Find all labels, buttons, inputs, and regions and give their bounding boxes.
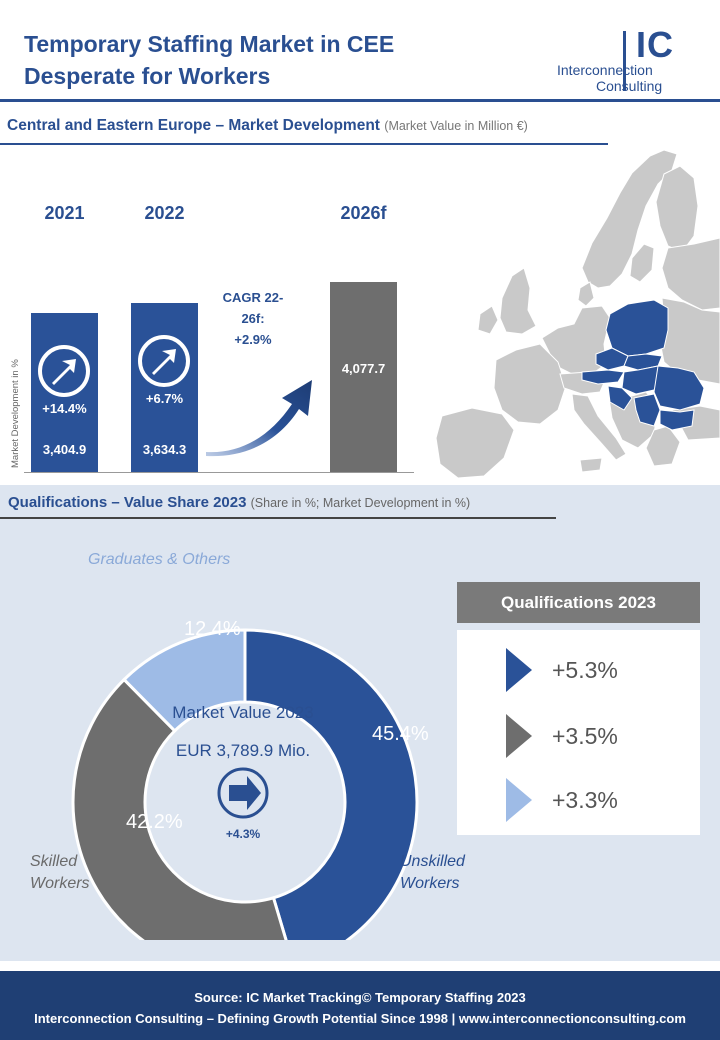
growth-row-unskilled: +5.3% bbox=[457, 648, 700, 692]
center-growth: +4.3% bbox=[226, 827, 261, 841]
growth-arrow-icon bbox=[138, 335, 190, 387]
growth-value: +3.5% bbox=[552, 723, 618, 749]
cagr-value: +2.9% bbox=[234, 332, 272, 347]
logo-divider bbox=[623, 31, 626, 91]
growth-label: +6.7% bbox=[145, 391, 184, 406]
qualifications-donut-chart: 45.4% 42.2% 12.4% Market Value 2023 EUR 3,78… bbox=[71, 618, 429, 940]
logo-mark: IC bbox=[636, 24, 674, 65]
growth-row-graduates: +3.3% bbox=[457, 778, 700, 822]
footer-source: Source: IC Market Tracking© Temporary St… bbox=[194, 990, 526, 1005]
x-axis-line bbox=[24, 472, 414, 473]
year-label: 2026f bbox=[340, 203, 387, 223]
market-subtitle: (Market Value in Million €) bbox=[384, 119, 528, 133]
unskilled-label-line2: Workers bbox=[400, 875, 460, 892]
growth-arrow-icon bbox=[38, 345, 90, 397]
bar-2021: +14.4% 3,404.9 bbox=[31, 313, 98, 472]
cagr-title: CAGR 22-26f: bbox=[222, 290, 284, 326]
triangle-right-icon bbox=[506, 648, 532, 692]
growth-panel-title: Qualifications 2023 bbox=[457, 582, 700, 623]
qualifications-subtitle: (Share in %; Market Development in %) bbox=[250, 496, 471, 510]
growth-value: +5.3% bbox=[552, 657, 618, 683]
qualifications-title-text: Qualifications – Value Share 2023 bbox=[8, 494, 247, 511]
graduates-label: Graduates & Others bbox=[88, 549, 230, 571]
triangle-right-icon bbox=[506, 778, 532, 822]
bar-2026f: 4,077.7 bbox=[330, 282, 397, 472]
bar-2022: +6.7% 3,634.3 bbox=[131, 303, 198, 472]
market-bar-chart: +14.4% 3,404.9 2021 +6.7% 3,634.3 2022 4,077.7… bbox=[0, 0, 432, 485]
market-section-title: Central and Eastern Europe – Market Deve… bbox=[7, 117, 528, 135]
growth-arrow-icon bbox=[217, 767, 269, 819]
bar-value-label: 3,634.3 bbox=[142, 442, 187, 457]
center-value: EUR 3,789.9 Mio. bbox=[176, 741, 310, 760]
year-label: 2022 bbox=[144, 203, 185, 223]
header-rule bbox=[0, 99, 720, 102]
graduates-label-line1: Graduates & Others bbox=[88, 551, 231, 568]
donut-slice bbox=[122, 628, 247, 733]
page-title-line1: Temporary Staffing Market in CEE bbox=[24, 31, 395, 57]
growth-row-skilled: +3.5% bbox=[457, 714, 700, 758]
footer bbox=[0, 971, 720, 1040]
footer-company: Interconnection Consulting – Defining Gr… bbox=[34, 1011, 686, 1026]
bar-value-label: 4,077.7 bbox=[341, 361, 386, 376]
donut-slice-label: 12.4% bbox=[184, 618, 241, 640]
skilled-label-line2: Workers bbox=[30, 875, 90, 892]
logo-text-line2: Consulting bbox=[596, 78, 663, 94]
qualifications-section-rule bbox=[0, 517, 556, 519]
donut-slice-label: 42.2% bbox=[126, 811, 183, 833]
skilled-label: Skilled Workers bbox=[30, 851, 90, 895]
logo-text-line1: Interconnection bbox=[557, 62, 653, 78]
y-axis-label: Market Development in % bbox=[10, 359, 21, 468]
skilled-label-line1: Skilled bbox=[30, 853, 78, 870]
growth-panel: +5.3% +3.5% +3.3% bbox=[457, 630, 700, 835]
page-title-line2: Desperate for Workers bbox=[24, 63, 271, 89]
center-title: Market Value 2023 bbox=[172, 703, 313, 722]
donut-slice-label: 45.4% bbox=[372, 723, 429, 745]
unskilled-label: Unskilled Workers bbox=[400, 851, 465, 895]
donut-slice bbox=[243, 628, 419, 940]
growth-value: +3.3% bbox=[552, 787, 618, 813]
unskilled-label-line1: Unskilled bbox=[400, 853, 465, 870]
header bbox=[0, 0, 720, 100]
growth-label: +14.4% bbox=[42, 401, 87, 416]
cagr-arrow-icon bbox=[206, 380, 312, 457]
bar-value-label: 3,404.9 bbox=[42, 442, 87, 457]
market-title-text: Central and Eastern Europe – Market Deve… bbox=[7, 117, 380, 134]
triangle-right-icon bbox=[506, 714, 532, 758]
donut-slice bbox=[71, 677, 288, 940]
europe-map bbox=[435, 149, 720, 479]
qualifications-section-title: Qualifications – Value Share 2023 (Share… bbox=[8, 494, 470, 511]
cagr-label: CAGR 22-26f: +2.9% bbox=[213, 287, 293, 350]
year-label: 2021 bbox=[44, 203, 85, 223]
market-section-rule bbox=[0, 143, 608, 145]
